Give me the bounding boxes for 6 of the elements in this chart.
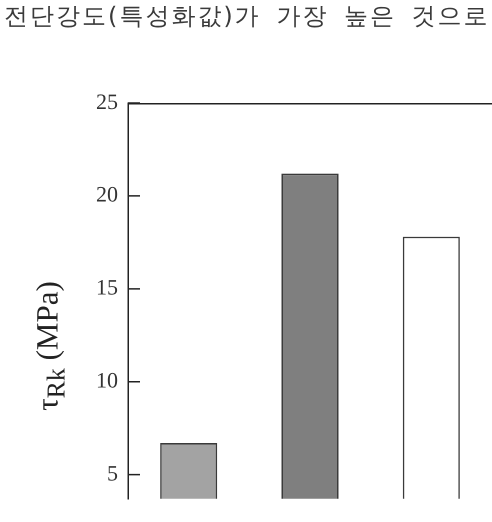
text: 전단강도(특성화값)가 가장 높은 것으로 [4,2,490,30]
y-tick-label: 10 [96,368,118,393]
y-tick-label: 15 [96,274,118,300]
y-tick-label: 25 [96,88,118,114]
y-tick-label: 20 [96,182,118,207]
y-tick-label: 5 [107,460,118,486]
